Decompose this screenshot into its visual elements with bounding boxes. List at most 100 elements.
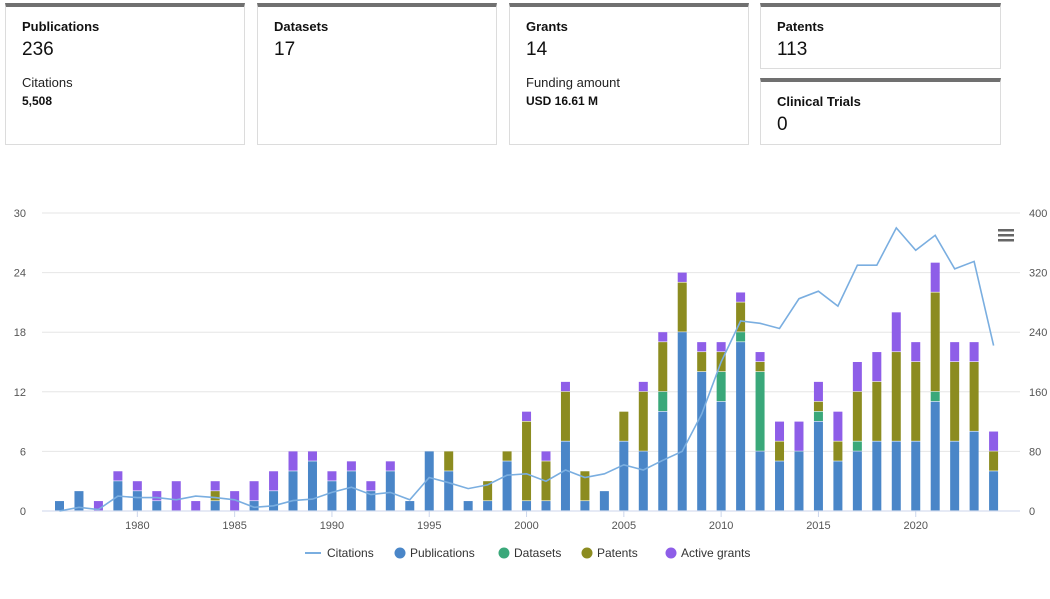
bar-active-grants	[346, 461, 356, 471]
y-right-tick-label: 400	[1029, 208, 1047, 220]
bar-active-grants	[736, 292, 746, 302]
bar-patents	[658, 342, 668, 392]
x-tick-label: 1980	[125, 520, 149, 532]
bar-active-grants	[249, 481, 259, 501]
bar-patents	[950, 362, 960, 441]
bar-patents	[989, 451, 999, 471]
bar-patents	[444, 451, 454, 471]
bar-publications	[911, 441, 921, 511]
y-left-tick-label: 0	[20, 506, 26, 518]
bar-active-grants	[230, 491, 240, 511]
bar-publications	[989, 471, 999, 511]
legend-citations-label: Citations	[327, 546, 374, 560]
bar-publications	[463, 501, 473, 511]
bar-datasets	[930, 391, 940, 402]
bar-publications	[930, 401, 940, 511]
bar-publications	[599, 491, 609, 511]
bar-publications	[969, 431, 979, 511]
bar-patents	[930, 292, 940, 392]
x-tick-label: 2020	[903, 520, 927, 532]
clinical-trials-card[interactable]: Clinical Trials 0	[760, 78, 1001, 145]
bar-patents	[833, 441, 843, 461]
bar-publications	[736, 342, 746, 511]
bar-publications	[755, 451, 765, 511]
bar-datasets	[658, 391, 668, 412]
bar-active-grants	[366, 481, 376, 491]
grants-label: Grants	[526, 19, 568, 34]
bar-publications	[502, 461, 512, 511]
publications-card[interactable]: Publications 236 Citations 5,508	[5, 3, 245, 145]
bar-publications	[794, 451, 804, 511]
y-left-tick-label: 24	[14, 268, 26, 280]
bar-active-grants	[697, 342, 707, 352]
chart-menu-icon[interactable]	[996, 226, 1016, 244]
bar-active-grants	[269, 471, 279, 491]
funding-amount-label: Funding amount	[526, 75, 620, 90]
bar-publications	[619, 441, 629, 511]
grants-card[interactable]: Grants 14 Funding amount USD 16.61 M	[509, 3, 749, 145]
bar-publications	[366, 491, 376, 511]
bar-active-grants	[852, 362, 862, 392]
bar-patents	[969, 362, 979, 431]
bar-publications	[580, 501, 590, 511]
bar-publications	[541, 501, 551, 511]
bar-active-grants	[113, 471, 123, 481]
bar-datasets	[852, 441, 862, 451]
bar-publications	[950, 441, 960, 511]
citations-line	[59, 226, 995, 512]
bar-publications	[813, 421, 823, 511]
bar-publications	[872, 441, 882, 511]
bar-publications	[891, 441, 901, 511]
bar-publications	[424, 451, 434, 511]
bar-patents	[210, 491, 220, 501]
bar-active-grants	[191, 501, 201, 511]
bar-datasets	[736, 332, 746, 342]
bar-publications	[697, 371, 707, 511]
datasets-label: Datasets	[274, 19, 329, 34]
grants-value: 14	[526, 39, 548, 60]
bar-patents	[813, 401, 823, 412]
x-tick-label: 1995	[417, 520, 441, 532]
bar-publications	[74, 491, 84, 511]
bar-active-grants	[775, 421, 785, 441]
datasets-card[interactable]: Datasets 17	[257, 3, 497, 145]
legend-datasets-dot-icon	[498, 547, 510, 559]
legend-datasets-label: Datasets	[514, 546, 561, 560]
bar-active-grants	[93, 501, 103, 511]
patents-card[interactable]: Patents 113	[760, 3, 1001, 69]
bar-active-grants	[560, 381, 570, 392]
legend-publications-label: Publications	[410, 546, 475, 560]
bar-patents	[736, 302, 746, 332]
bar-active-grants	[385, 461, 395, 471]
bar-active-grants	[658, 332, 668, 342]
bar-publications	[210, 501, 220, 511]
research-output-chart: 0 6 12 18 24 30 0 80 160 240 320 400 1980 1985 1990 199…	[14, 208, 1048, 560]
bar-active-grants	[833, 411, 843, 441]
bar-publications	[249, 501, 259, 511]
publications-value: 236	[22, 39, 54, 60]
bar-patents	[697, 352, 707, 372]
citations-label: Citations	[22, 75, 73, 90]
x-tick-label: 2010	[709, 520, 733, 532]
chart-grid	[42, 212, 1020, 517]
datasets-value: 17	[274, 39, 296, 60]
bar-publications	[677, 332, 687, 511]
bar-active-grants	[307, 451, 317, 461]
bar-patents	[872, 381, 882, 441]
bar-datasets	[755, 371, 765, 451]
patents-value: 113	[777, 39, 808, 60]
bar-publications	[405, 501, 415, 511]
bar-active-grants	[813, 381, 823, 402]
bar-patents	[755, 362, 765, 372]
bar-publications	[638, 451, 648, 511]
bar-publications	[483, 501, 493, 511]
bar-publications	[560, 441, 570, 511]
patents-label: Patents	[777, 19, 824, 34]
x-tick-label: 2005	[612, 520, 636, 532]
clinical-trials-label: Clinical Trials	[777, 94, 861, 109]
clinical-trials-value: 0	[777, 114, 788, 135]
bar-active-grants	[950, 342, 960, 362]
bar-patents	[775, 441, 785, 461]
bar-active-grants	[716, 342, 726, 352]
bar-publications	[132, 491, 142, 511]
